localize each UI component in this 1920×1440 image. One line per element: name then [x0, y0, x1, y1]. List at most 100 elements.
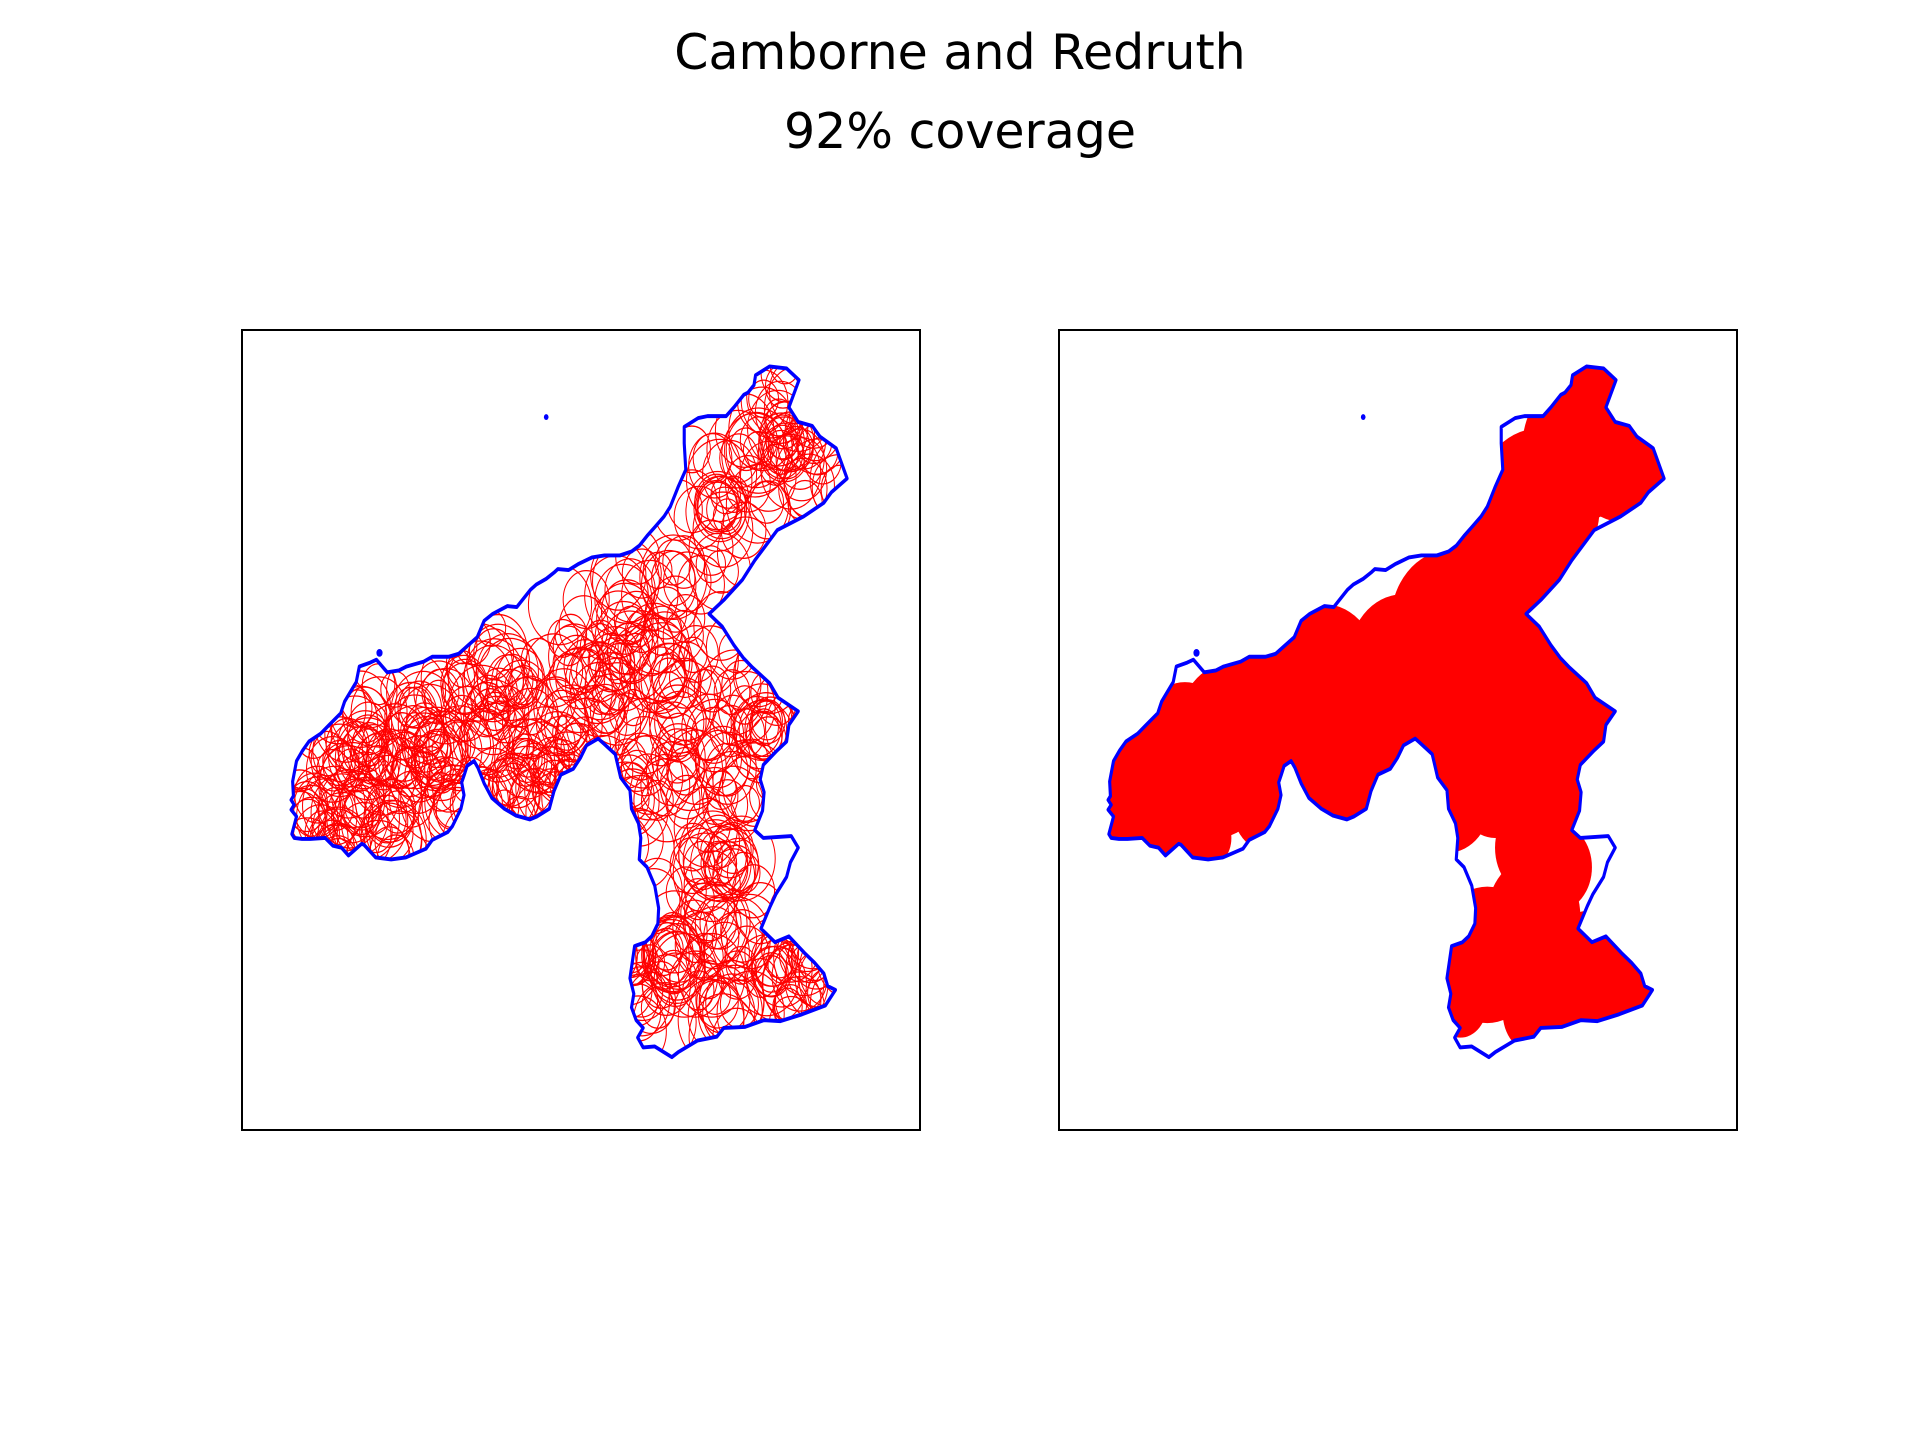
- coverage-circle: [479, 667, 518, 716]
- coverage-circle: [504, 666, 538, 708]
- coverage-circle: [672, 625, 719, 683]
- coverage-fill-blob: [1118, 813, 1189, 902]
- coverage-circle: [361, 663, 396, 706]
- coverage-fill-blob: [1456, 740, 1534, 838]
- coverage-circle: [506, 675, 554, 736]
- coverage-circle: [687, 668, 722, 712]
- coverage-circle: [728, 427, 764, 472]
- coverage-circle: [642, 551, 673, 590]
- coverage-circle: [609, 995, 667, 1058]
- coverage-circle: [743, 480, 792, 540]
- coverage-circle: [640, 779, 674, 822]
- coverage-circle: [384, 681, 438, 749]
- coverage-circle: [384, 731, 425, 782]
- coverage-circle: [665, 774, 709, 829]
- coverage-circle: [413, 660, 465, 725]
- coverage-fill-layer: [1108, 366, 1665, 1053]
- coverage-circle: [651, 550, 696, 607]
- coverage-circle: [464, 681, 509, 738]
- coverage-circle: [415, 718, 446, 756]
- coverage-circle: [307, 687, 337, 724]
- coverage-circle: [692, 491, 754, 568]
- coverage-circle: [319, 745, 378, 819]
- coverage-circle: [639, 534, 708, 621]
- coverage-circle: [575, 644, 623, 703]
- coverage-circle: [666, 469, 718, 534]
- coverage-circle: [633, 758, 701, 843]
- coverage-circle: [764, 414, 801, 460]
- coverage-circle: [659, 751, 714, 820]
- coverage-fill-blob: [1568, 394, 1639, 483]
- coverage-circle: [428, 786, 485, 857]
- coverage-circle: [702, 842, 738, 886]
- coverage-circle: [466, 768, 514, 829]
- coverage-circle: [688, 532, 751, 611]
- coverage-circle: [759, 401, 816, 472]
- map-group: [1106, 364, 1666, 1060]
- coverage-circle: [697, 481, 738, 533]
- coverage-circle: [668, 657, 702, 699]
- coverage-circle: [397, 680, 443, 737]
- coverage-circle: [738, 698, 788, 760]
- figure-title: Camborne and Redruth: [674, 24, 1246, 81]
- coverage-circle: [590, 809, 623, 849]
- constituency-boundary: [1106, 364, 1666, 1060]
- coverage-circle: [683, 877, 736, 942]
- coverage-circle: [673, 485, 725, 550]
- coverage-circle: [316, 748, 351, 792]
- coverage-circle: [696, 975, 739, 1029]
- coverage-circle: [361, 703, 430, 789]
- coverage-circle: [706, 409, 770, 489]
- coverage-circle: [713, 669, 751, 716]
- coverage-circle: [652, 671, 685, 711]
- coverage-circle: [651, 723, 706, 792]
- coverage-circle: [774, 891, 839, 973]
- coverage-circle: [640, 986, 675, 1029]
- coverage-circle: [570, 648, 604, 691]
- coverage-circle: [707, 815, 776, 902]
- coverage-circle: [615, 605, 647, 646]
- coverage-circle: [390, 670, 457, 754]
- coverage-circle: [721, 412, 790, 498]
- coverage-circle: [704, 840, 749, 896]
- coverage-circle: [694, 896, 737, 950]
- coverage-circle: [677, 932, 746, 1018]
- coverage-circle: [378, 737, 420, 790]
- coverage-circle: [458, 707, 511, 774]
- coverage-circle: [765, 686, 831, 769]
- coverage-circle: [693, 475, 747, 543]
- coverage-circle: [552, 625, 586, 667]
- coverage-circle: [740, 440, 797, 512]
- coverage-circle: [703, 549, 739, 594]
- map-panel-circles: [241, 329, 921, 1131]
- coverage-circle: [448, 664, 516, 750]
- coverage-circle: [604, 930, 645, 980]
- coverage-circle: [620, 749, 654, 793]
- coverage-circle: [706, 486, 743, 533]
- coverage-circle: [449, 771, 503, 839]
- coverage-circle: [638, 642, 700, 719]
- coverage-circle: [645, 741, 698, 807]
- coverage-circle: [300, 854, 338, 901]
- coverage-circle: [367, 794, 407, 844]
- coverage-circle: [678, 810, 748, 897]
- boundary-islet: [543, 414, 549, 421]
- coverage-fill-blob: [1184, 808, 1232, 868]
- coverage-circle: [769, 366, 801, 385]
- boundary-islet: [1193, 648, 1200, 657]
- coverage-circle: [302, 853, 361, 927]
- coverage-circle: [725, 411, 787, 489]
- coverage-circle: [614, 697, 676, 775]
- coverage-circle: [394, 686, 427, 728]
- coverage-circle: [611, 809, 675, 890]
- coverage-circle: [621, 548, 662, 599]
- coverage-circle: [692, 766, 739, 825]
- coverage-circle: [677, 978, 745, 1058]
- coverage-circle: [311, 822, 366, 891]
- constituency-boundary: [289, 364, 849, 1060]
- coverage-circle: [776, 437, 828, 502]
- coverage-circle: [509, 737, 546, 783]
- coverage-circle: [338, 725, 389, 790]
- coverage-circle: [424, 771, 457, 812]
- coverage-circle: [485, 700, 517, 741]
